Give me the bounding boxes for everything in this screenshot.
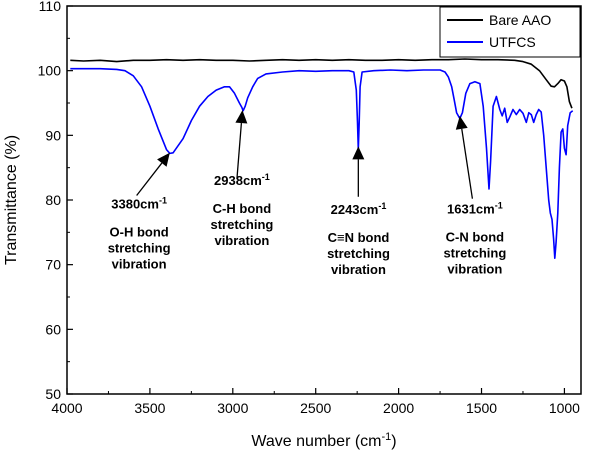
annotation-wavenumber: 1631cm-1 [447,201,503,217]
annotation-superscript: -1 [495,201,503,211]
annotation-arrowhead [157,152,170,167]
x-tick-label: 3500 [134,400,165,416]
y-tick-label: 60 [45,321,61,337]
annotation-wavenumber: 2938cm-1 [214,172,270,188]
y-axis: 50 60 70 80 90 100 110 [38,0,73,402]
annotation-text-line: O-H bond [110,224,169,239]
annotation-text-line: vibration [112,256,167,271]
series-layer [70,58,574,259]
annotation-wavenumber: 2243cm-1 [331,201,387,217]
annotation-layer: 3380cm-1O-H bondstretchingvibration2938c… [108,110,506,277]
series-line-bare-aao [70,58,573,109]
annotation-superscript: -1 [262,172,270,182]
x-axis-title-superscript: -1 [382,431,392,443]
x-tick-label: 1500 [466,400,497,416]
y-tick-label: 100 [38,63,62,79]
annotation-text-line: C≡N bond [328,230,390,245]
annotation-arrowhead [235,110,248,124]
annotation-text-line: vibration [447,262,502,277]
annotation-text-line: stretching [327,246,390,261]
x-tick-label: 3000 [217,400,248,416]
annotation-text-line: C-N bond [446,230,505,245]
legend: Bare AAO UTFCS [439,6,581,58]
annotation-superscript: -1 [159,195,167,205]
legend-label-bare-aao: Bare AAO [489,12,551,28]
series-line-utfcs [70,67,574,259]
x-axis-title-close: ) [391,433,396,450]
x-tick-label: 2000 [383,400,414,416]
annotation-superscript: -1 [378,201,386,211]
y-tick-label: 50 [45,386,61,402]
legend-box [439,6,581,58]
legend-label-utfcs: UTFCS [489,34,536,50]
x-axis-title: Wave number (cm-1) [251,431,396,450]
annotation-arrowhead [352,146,365,160]
y-axis-title: Transmittance (%) [3,135,20,265]
annotation-text-line: vibration [331,262,386,277]
annotation-arrowhead [455,115,468,130]
y-tick-label: 90 [45,127,61,143]
x-axis: 4000 3500 3000 2500 2000 1500 1000 [51,388,580,416]
annotation-text-line: stretching [443,246,506,261]
x-axis-title-main: Wave number (cm [251,433,381,450]
plot-area: 3380cm-1O-H bondstretchingvibration2938c… [38,0,582,416]
annotation-arrow-shaft [136,162,163,196]
x-tick-label: 1000 [549,400,580,416]
annotation-arrow-shaft [461,128,474,199]
annotation-arrow-shaft [236,123,243,179]
x-tick-label: 2500 [300,400,331,416]
annotation-text-line: stretching [211,217,274,232]
y-tick-label: 70 [45,257,61,273]
annotation-text-line: stretching [108,240,171,255]
y-tick-label: 110 [39,0,62,14]
x-tick-label: 4000 [51,400,82,416]
y-tick-label: 80 [45,192,61,208]
annotation-text-line: vibration [214,233,269,248]
annotation-text-line: C-H bond [213,201,272,216]
annotation-wavenumber: 3380cm-1 [111,195,167,211]
